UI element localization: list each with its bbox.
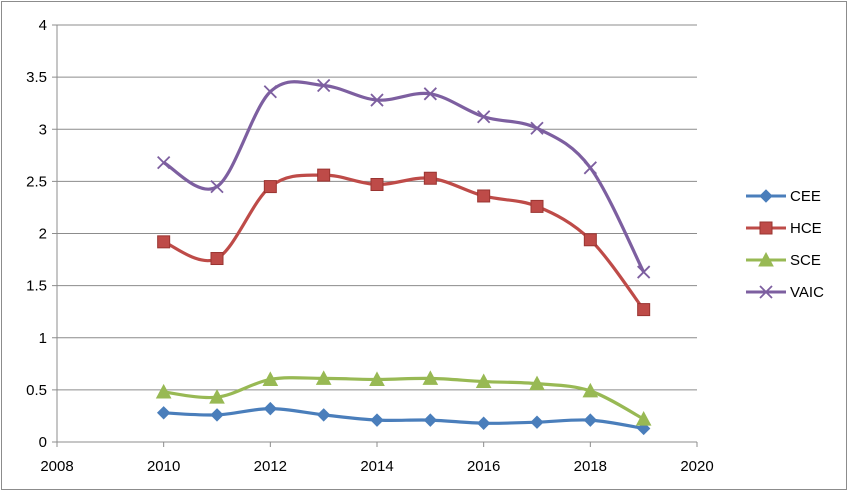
data-point-cee (156, 406, 171, 420)
data-point-vaic (423, 87, 437, 101)
plot-series (155, 78, 652, 436)
data-point-hce (157, 235, 171, 249)
data-point-hce (263, 180, 277, 194)
data-point-hce (317, 168, 331, 182)
x-tick-label: 2014 (360, 458, 393, 475)
data-point-vaic-stroke (637, 265, 651, 279)
data-point-vaic (157, 155, 171, 170)
x-axis-tick-labels: 2008 2010 2012 2014 2016 2018 2020 (40, 458, 713, 475)
data-point-vaic (477, 110, 491, 124)
series-line-vaic (162, 80, 646, 273)
data-point-vaic (210, 179, 224, 194)
gridlines (57, 24, 697, 391)
legend-marker-cee (759, 189, 773, 203)
data-point-cee (263, 401, 278, 416)
data-point-vaic (530, 121, 544, 135)
data-point-cee (476, 416, 491, 430)
y-tick-label: 4 (39, 17, 47, 34)
legend-label-sce: SCE (790, 252, 821, 269)
data-point-vaic (317, 78, 331, 93)
data-point-cee (530, 415, 544, 429)
x-tick-label: 2012 (254, 458, 287, 475)
y-tick-label: 3.5 (26, 69, 47, 86)
y-tick-label: 2 (39, 226, 47, 243)
data-point-sce (422, 370, 439, 385)
data-point-cee (210, 408, 224, 422)
data-point-hce (370, 178, 384, 192)
y-tick-label: 1.5 (26, 278, 47, 295)
y-tick-label: 0 (39, 434, 47, 451)
data-point-vaic-stroke (477, 110, 491, 124)
y-tick-label: 3 (39, 121, 47, 138)
legend-label-hce: HCE (790, 220, 822, 237)
data-point-sce (315, 370, 332, 385)
x-tick-label: 2010 (147, 458, 180, 475)
data-point-vaic-stroke (423, 87, 437, 101)
data-point-sce (582, 382, 599, 398)
data-point-cee (583, 413, 598, 427)
y-tick-label: 2.5 (26, 173, 47, 190)
data-point-sce (209, 389, 225, 404)
y-axis-tick-labels: 0 0.5 1 1.5 2 2.5 3 3.5 4 (26, 17, 47, 451)
axes (52, 24, 698, 447)
legend-label-vaic: VAIC (790, 284, 824, 301)
data-point-sce (529, 375, 545, 391)
data-point-cee (423, 413, 438, 427)
x-tick-label: 2018 (574, 458, 607, 475)
data-point-vaic (263, 85, 277, 99)
data-point-vaic (583, 161, 597, 175)
x-tick-label: 2016 (467, 458, 500, 475)
x-tick-label: 2008 (40, 458, 73, 475)
legend-label-cee: CEE (790, 188, 821, 205)
data-point-sce (475, 373, 492, 389)
data-point-hce (583, 233, 597, 247)
data-point-cee (316, 408, 331, 422)
y-tick-label: 1 (39, 330, 47, 347)
data-point-sce (155, 383, 172, 399)
data-point-vaic-stroke (530, 121, 544, 135)
data-point-hce (477, 189, 491, 203)
data-point-sce (369, 371, 385, 386)
data-point-vaic (370, 93, 384, 107)
legend-marker-sce (758, 251, 774, 267)
series-line-cee (163, 407, 644, 431)
data-point-vaic-stroke (263, 85, 277, 99)
legend-marker-vaic (759, 285, 773, 299)
data-point-hce (530, 199, 544, 213)
data-point-hce (210, 252, 224, 266)
legend: CEE HCE SCE VAIC (746, 188, 824, 301)
y-tick-label: 0.5 (26, 382, 47, 399)
data-point-vaic (637, 265, 651, 279)
legend-marker-hce (759, 221, 773, 235)
legend-marker-vaic-stroke (759, 285, 773, 299)
data-point-vaic-stroke (157, 155, 171, 170)
data-point-vaic-stroke (317, 78, 331, 93)
data-point-sce (262, 371, 279, 386)
data-point-vaic-stroke (583, 161, 597, 175)
data-point-vaic-stroke (210, 179, 224, 194)
data-point-hce (423, 171, 437, 185)
x-tick-label: 2020 (680, 458, 713, 475)
series-line-hce (163, 173, 645, 311)
series-line-sce (163, 376, 645, 421)
data-point-cee (370, 413, 384, 427)
data-point-hce (637, 303, 651, 317)
data-point-vaic-stroke (370, 93, 384, 107)
data-point-sce (635, 411, 652, 426)
